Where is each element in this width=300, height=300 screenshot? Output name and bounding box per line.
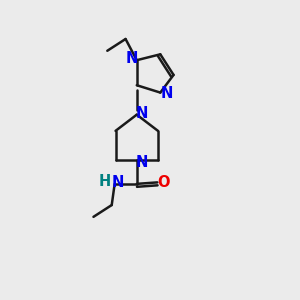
Text: N: N <box>136 106 148 121</box>
Text: H: H <box>99 174 111 189</box>
Text: N: N <box>111 175 124 190</box>
Text: N: N <box>136 155 148 170</box>
Text: N: N <box>125 51 138 66</box>
Text: O: O <box>158 175 170 190</box>
Text: N: N <box>160 86 173 101</box>
